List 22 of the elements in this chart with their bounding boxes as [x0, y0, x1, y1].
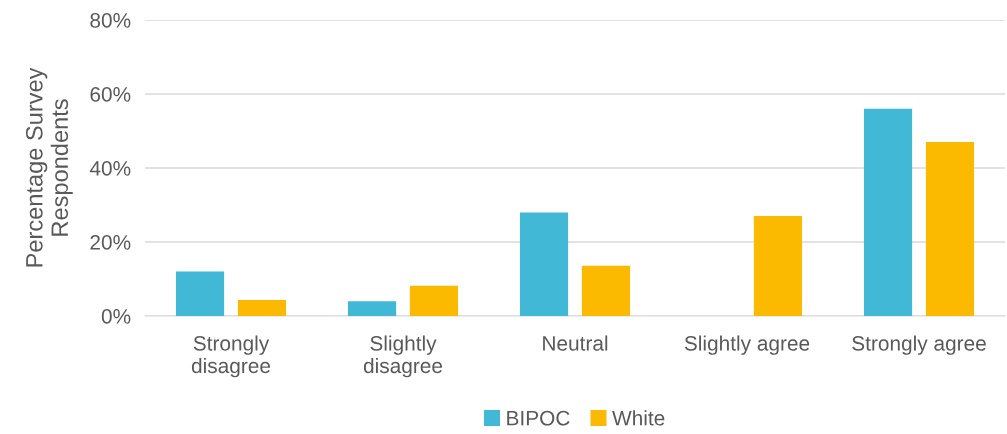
bar [519, 212, 569, 316]
y-tick-label: 20% [90, 235, 131, 250]
y-tick-label: 60% [90, 87, 131, 102]
legend-label: White [612, 410, 665, 426]
bar [581, 265, 631, 316]
y-axis-title: Percentage Survey Respondents [25, 67, 73, 267]
x-tick-label: Strongly agree [852, 335, 986, 355]
bar [863, 108, 913, 316]
bar [347, 301, 397, 316]
bar [175, 271, 225, 316]
x-tick-label: Slightly agree [684, 335, 810, 355]
bar [925, 142, 975, 316]
bar [237, 300, 287, 316]
x-tick-label: Strongly disagree [191, 335, 271, 378]
bar [753, 216, 803, 316]
x-tick-label: Neutral [543, 335, 608, 351]
y-tick-label: 0% [101, 309, 131, 324]
y-tick-label: 40% [89, 161, 131, 176]
y-tick-label: 80% [90, 13, 131, 28]
x-tick-label: Slightly disagree [363, 335, 443, 378]
bar [409, 285, 459, 316]
legend-label: BIPOC [507, 410, 570, 426]
